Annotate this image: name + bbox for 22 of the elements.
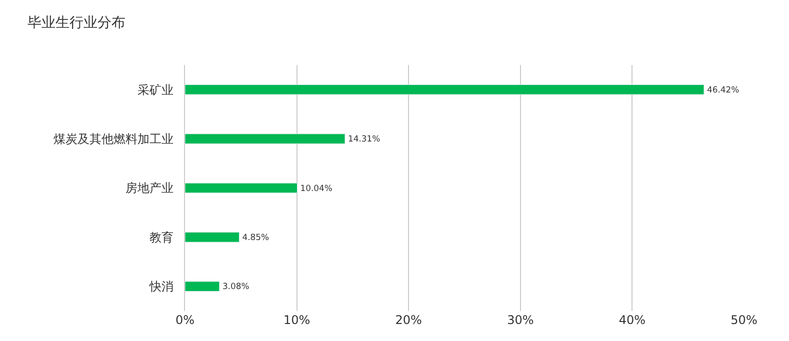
bar xyxy=(185,232,240,242)
x-tick-label: 50% xyxy=(730,313,758,327)
data-label: 46.42% xyxy=(707,84,740,94)
x-tick-label: 40% xyxy=(618,313,646,327)
bar xyxy=(185,84,704,95)
y-tick-label: 房地产业 xyxy=(126,181,174,196)
y-tick-label: 快消 xyxy=(148,280,174,294)
x-tick-label: 30% xyxy=(507,313,534,327)
bar xyxy=(185,182,298,194)
x-tick-label: 20% xyxy=(395,313,422,327)
x-tick-label: 10% xyxy=(283,313,310,327)
data-label: 10.04% xyxy=(300,182,332,193)
data-label: 4.85% xyxy=(242,232,269,242)
y-tick-label: 采矿业 xyxy=(138,82,174,97)
x-tick-label: 0% xyxy=(175,313,195,327)
y-tick-label: 煤炭及其他燃料加工业 xyxy=(54,132,174,146)
data-label: 3.08% xyxy=(222,281,250,292)
data-label: 14.31% xyxy=(348,134,380,144)
bar xyxy=(185,281,220,292)
chart-title: 毕业生行业分布 xyxy=(28,14,126,31)
bar xyxy=(185,134,346,144)
y-tick-label: 教育 xyxy=(150,230,174,244)
